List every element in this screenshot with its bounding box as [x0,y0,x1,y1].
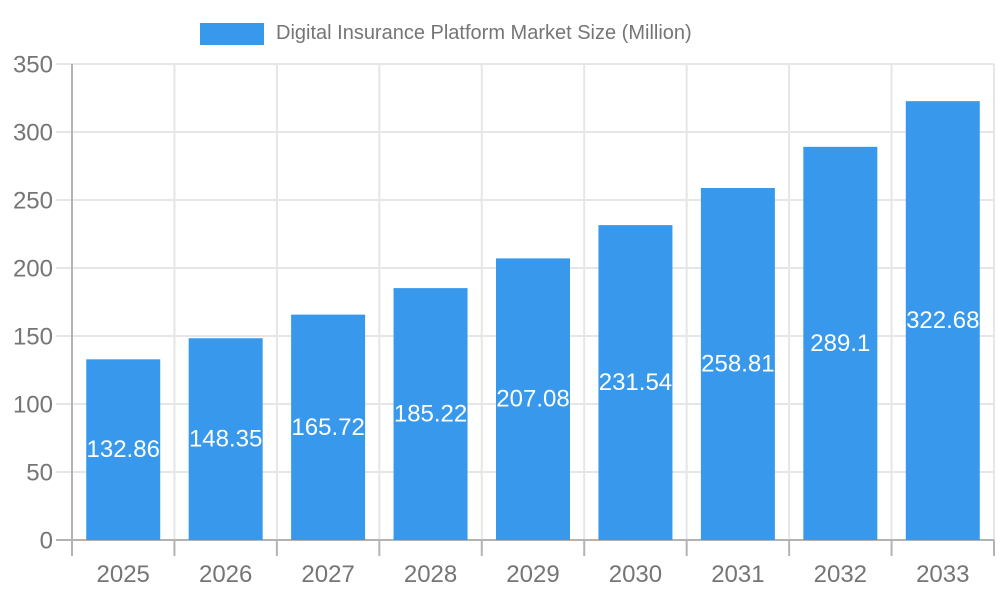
y-tick-label-50: 50 [26,460,53,487]
bar-value-label-2029: 207.08 [496,386,569,413]
bar-2032 [803,146,878,540]
x-tick-label-2026: 2026 [199,561,252,588]
bar-value-label-2032: 289.1 [810,330,870,357]
bar-value-label-2027: 165.72 [291,414,364,441]
bar-value-label-2033: 322.68 [906,307,979,334]
x-tick-label-2031: 2031 [711,561,764,588]
y-tick-label-0: 0 [40,528,53,555]
bar-value-label-2025: 132.86 [87,436,160,463]
x-tick-label-2033: 2033 [916,561,969,588]
x-tick-label-2028: 2028 [404,561,457,588]
bar-2033 [905,101,980,540]
x-tick-label-2025: 2025 [97,561,150,588]
bar-value-label-2030: 231.54 [599,369,672,396]
y-tick-label-100: 100 [13,392,53,419]
legend-label: Digital Insurance Platform Market Size (… [276,22,692,44]
chart-legend: Digital Insurance Platform Market Size (… [200,22,692,45]
bar-2028 [393,288,468,540]
x-tick-label-2029: 2029 [506,561,559,588]
labels-group: 0 50 100 150 200 250 300 350 132.86 2025 148.35 202… [13,52,980,589]
x-tick-label-2032: 2032 [814,561,867,588]
bar-value-label-2028: 185.22 [394,401,467,428]
x-tick-label-2030: 2030 [609,561,662,588]
y-tick-label-350: 350 [13,52,53,79]
legend-swatch [200,22,264,45]
bar-2027 [291,314,366,540]
bar-value-label-2031: 258.81 [701,351,774,378]
bar-2031 [700,188,775,540]
bars-group [86,101,980,541]
bar-2030 [598,225,673,541]
y-tick-label-150: 150 [13,324,53,351]
y-tick-label-300: 300 [13,120,53,147]
x-tick-label-2027: 2027 [301,561,354,588]
bar-2026 [188,338,263,540]
y-tick-label-250: 250 [13,188,53,215]
bar-2029 [496,258,570,540]
bar-value-label-2026: 148.35 [189,426,262,453]
y-tick-label-200: 200 [13,256,53,283]
gridlines-group [56,63,995,540]
bar-2025 [86,359,161,540]
